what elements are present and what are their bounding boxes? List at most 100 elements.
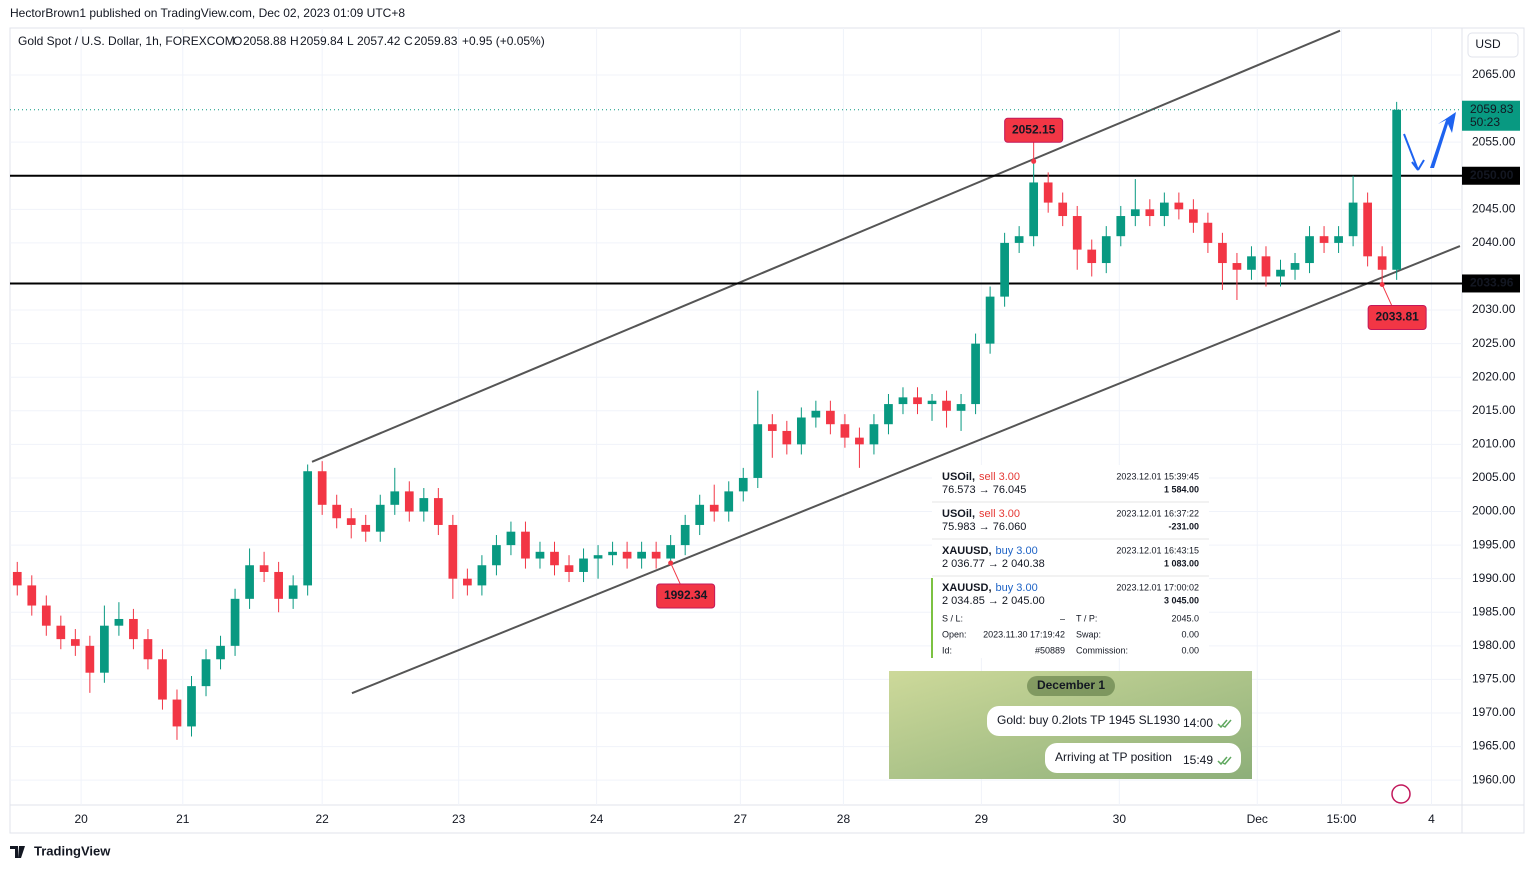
trade-time: 2023.12.01 15:39:45 — [1116, 471, 1199, 481]
candle-body — [1218, 242, 1227, 264]
trade-symbol: USOil, — [942, 508, 975, 520]
candle-body — [27, 585, 37, 606]
chat-date: December 1 — [1037, 678, 1105, 692]
trade-symbol: USOil, — [942, 471, 975, 483]
candle-body — [375, 504, 385, 532]
candle-body — [114, 618, 124, 626]
annotation-box — [656, 583, 716, 609]
candle-body — [1377, 256, 1387, 270]
y-tick-label: 2010.00 — [1472, 437, 1516, 451]
trade-detail: 2045.0 — [1171, 613, 1199, 623]
candle-body — [259, 565, 269, 572]
candle-body — [129, 618, 138, 640]
candle-body — [1276, 269, 1285, 277]
trade-detail: – — [1060, 613, 1065, 623]
candle-body — [796, 417, 806, 445]
candle-body — [1232, 263, 1242, 270]
candle-body — [840, 424, 850, 438]
legend-value: 2059.83 — [414, 34, 458, 48]
chat-time: 15:49 — [1183, 753, 1213, 767]
candle-body — [187, 686, 196, 727]
legend-value: 2059.84 — [300, 34, 344, 48]
chat-time: 14:00 — [1183, 716, 1213, 730]
x-tick-label: 27 — [734, 812, 748, 826]
y-tick-label: 2020.00 — [1472, 369, 1516, 383]
candle-body — [738, 477, 748, 492]
candle-body — [201, 659, 211, 687]
candle-body — [579, 558, 588, 572]
x-tick-label: 29 — [975, 812, 989, 826]
chat-text: Arriving at TP position — [1055, 750, 1172, 764]
x-tick-label: 30 — [1113, 812, 1127, 826]
candle-body — [1203, 222, 1213, 243]
annotation-label: 1992.34 — [664, 588, 708, 602]
y-tick-label: 2000.00 — [1472, 504, 1516, 518]
arrow-down — [1403, 133, 1425, 171]
trade-profit: 1 584.00 — [1164, 484, 1199, 494]
x-tick-label: 20 — [74, 812, 88, 826]
legend-change: +0.95 (+0.05%) — [462, 34, 545, 48]
candle-body — [753, 424, 763, 478]
candle-body — [1189, 209, 1198, 223]
trade-title: XAUUSD, buy 3.00 — [942, 545, 1038, 557]
candle-body — [143, 639, 153, 660]
trade-panel — [932, 465, 1209, 658]
level-label: 2033.96 — [1470, 276, 1514, 290]
y-tick-label: 2005.00 — [1472, 470, 1516, 484]
candle-body — [70, 639, 80, 646]
trade-prices: 76.573 → 76.045 — [942, 484, 1026, 496]
trade-title: XAUUSD, buy 3.00 — [942, 582, 1038, 594]
candle-body — [1363, 202, 1372, 257]
candle-body — [913, 397, 922, 405]
candle-body — [100, 625, 109, 673]
candle-body — [346, 518, 356, 525]
trade-time: 2023.12.01 17:00:02 — [1116, 582, 1199, 592]
legend-value: 2058.88 — [243, 34, 287, 48]
y-tick-label: 2030.00 — [1472, 302, 1516, 316]
candle-body — [811, 410, 821, 418]
arrow-up — [1430, 112, 1456, 168]
grid — [10, 28, 1462, 805]
trade-detail: Id: — [942, 645, 952, 655]
brand-logo — [10, 846, 25, 858]
chat-date-pill — [1027, 676, 1115, 696]
candle-body — [1290, 263, 1300, 270]
candle-body — [404, 491, 414, 512]
trade-detail: 2023.11.30 17:19:42 — [983, 629, 1065, 639]
candle-body — [884, 404, 893, 425]
x-tick-label: 4 — [1428, 812, 1435, 826]
candle-body — [1334, 236, 1343, 243]
countdown: 50:23 — [1470, 115, 1500, 129]
symbol-title: Gold Spot / U.S. Dollar, 1h, FOREXCOM — [18, 34, 235, 48]
candle-body — [1058, 202, 1068, 217]
y-tick-label: 1995.00 — [1472, 537, 1516, 551]
candle-body — [1101, 236, 1111, 264]
read-check — [1217, 756, 1232, 766]
candle-body — [695, 504, 705, 525]
trade-prices: 2 036.77 → 2 040.38 — [942, 558, 1045, 570]
active-trade-bar — [931, 578, 933, 658]
annotation-point — [668, 560, 674, 566]
y-tick-label: 1975.00 — [1472, 672, 1516, 686]
x-tick-label: 23 — [452, 812, 466, 826]
trade-profit: -231.00 — [1168, 521, 1199, 531]
candle-body — [288, 585, 298, 599]
currency-button[interactable] — [1467, 32, 1519, 58]
trade-symbol: XAUUSD, — [942, 545, 992, 557]
x-tick-label: 21 — [176, 812, 190, 826]
trade-detail: Commission: — [1076, 645, 1128, 655]
read-check — [1217, 719, 1232, 729]
trend-line — [311, 29, 1341, 463]
snapshot-icon[interactable] — [1391, 784, 1411, 804]
legend-key: C — [404, 34, 413, 48]
annotation-point — [1379, 281, 1385, 287]
candle-body — [317, 471, 327, 505]
annotation-label: 2033.81 — [1375, 310, 1419, 324]
candle-body — [1043, 182, 1053, 203]
annotation-point — [1031, 158, 1037, 164]
candle-body — [680, 524, 690, 546]
currency[interactable]: USD — [1475, 37, 1501, 51]
candle-body — [56, 625, 66, 640]
x-tick-label: 22 — [316, 812, 330, 826]
candle-body — [709, 504, 719, 512]
